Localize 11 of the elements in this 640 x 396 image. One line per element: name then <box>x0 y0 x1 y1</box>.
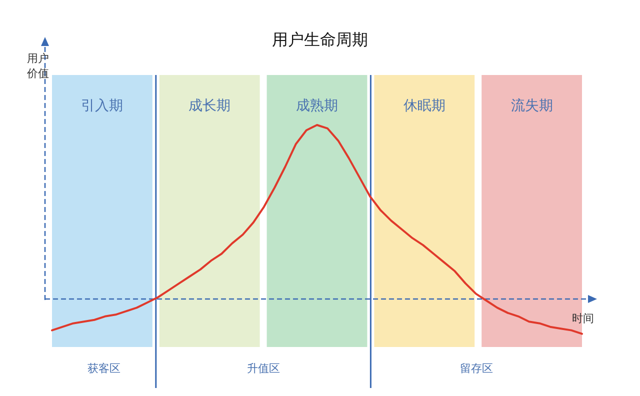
text: 流失期 <box>510 97 553 113</box>
text: 留存区 <box>460 363 493 375</box>
text: 成熟期 <box>296 97 338 113</box>
text: 成长期 <box>188 97 231 113</box>
text: 获客区 <box>87 362 120 375</box>
text: 引入期 <box>81 97 124 113</box>
text: 休眠期 <box>403 97 446 113</box>
chart-title: 用户生命周期 <box>272 31 368 49</box>
x-axis-title: 时间 <box>572 312 594 325</box>
text: 升值区 <box>246 362 280 375</box>
y-axis-title: 用户价值 <box>26 52 49 80</box>
